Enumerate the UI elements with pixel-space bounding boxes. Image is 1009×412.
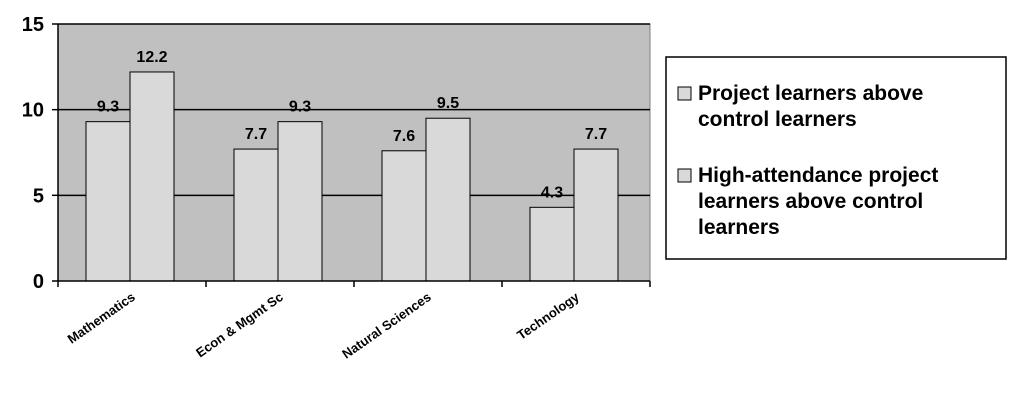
bar xyxy=(573,148,619,282)
x-tick-label: Natural Sciences xyxy=(339,289,433,361)
y-tick-label: 0 xyxy=(33,271,44,293)
bar xyxy=(277,121,323,282)
bars xyxy=(85,71,619,282)
y-axis: 0 5 10 15 xyxy=(22,14,59,293)
legend-entry: Project learners above control learners xyxy=(698,82,923,131)
bar xyxy=(129,71,175,282)
bar xyxy=(529,206,575,282)
bar xyxy=(381,150,427,282)
x-tick-label: Mathematics xyxy=(65,289,138,346)
legend: Project learners above control learners Hi… xyxy=(665,56,1007,260)
x-axis: Mathematics Econ & Mgmt Sc Natural Science… xyxy=(57,280,651,362)
legend-entry: High-attendance project learners above co… xyxy=(698,164,938,239)
bar xyxy=(425,117,471,282)
data-labels: 9.3 12.2 7.7 9.3 7.6 9.5 4.3 7.7 xyxy=(97,49,607,201)
y-tick-label: 5 xyxy=(33,185,44,207)
legend-swatch xyxy=(677,168,692,183)
data-label: 9.3 xyxy=(289,99,311,116)
data-label: 7.7 xyxy=(585,126,607,143)
data-label: 9.5 xyxy=(437,95,459,112)
data-label: 12.2 xyxy=(136,49,167,66)
legend-swatch xyxy=(677,86,692,101)
x-tick-label: Econ & Mgmt Sc xyxy=(193,289,286,360)
bar xyxy=(85,121,131,282)
data-label: 7.6 xyxy=(393,128,415,145)
y-tick-label: 10 xyxy=(22,100,44,122)
data-label: 4.3 xyxy=(541,184,563,201)
bar xyxy=(233,148,279,282)
data-label: 7.7 xyxy=(245,126,267,143)
x-tick-label: Technology xyxy=(514,289,582,343)
legend-box xyxy=(665,56,1007,260)
y-tick-label: 15 xyxy=(22,14,44,36)
data-label: 9.3 xyxy=(97,99,119,116)
